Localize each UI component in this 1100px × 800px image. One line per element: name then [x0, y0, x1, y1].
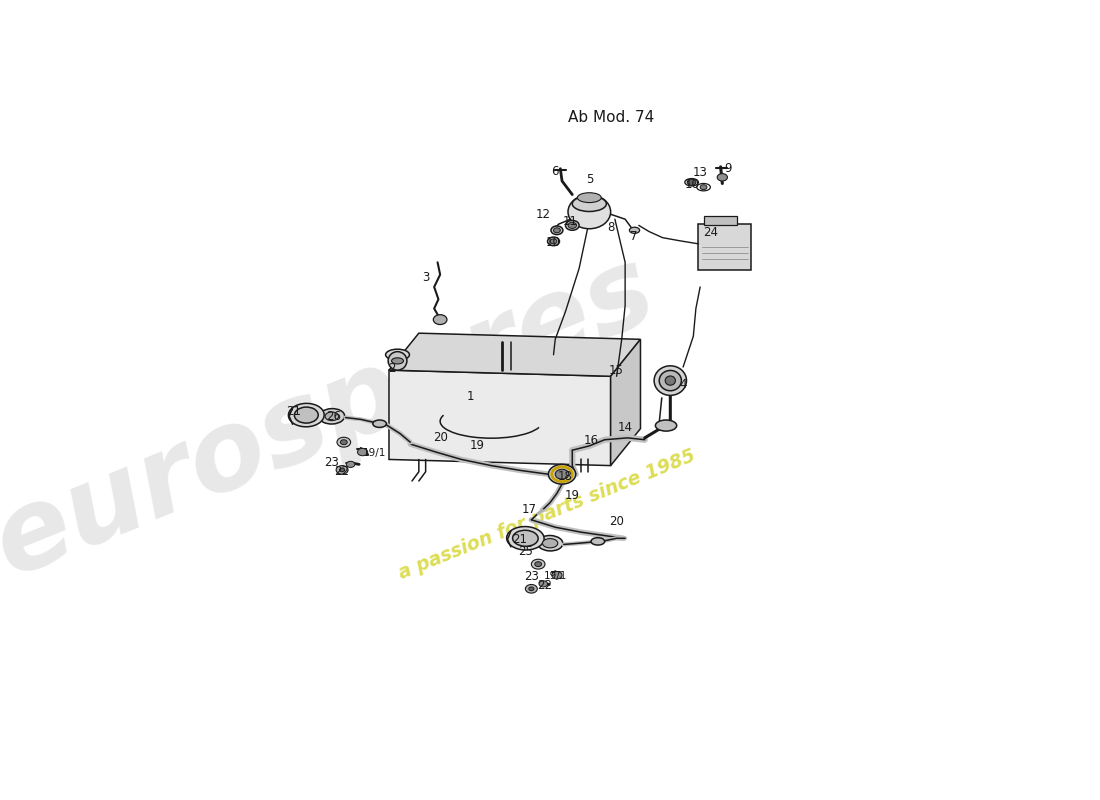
Text: 22: 22 [537, 579, 551, 592]
Text: 15: 15 [609, 364, 624, 377]
Text: 12: 12 [536, 208, 551, 222]
Ellipse shape [578, 193, 602, 202]
Ellipse shape [685, 178, 698, 186]
Circle shape [358, 448, 367, 456]
Ellipse shape [696, 183, 711, 191]
Text: 21: 21 [512, 533, 527, 546]
Text: 22: 22 [334, 466, 350, 478]
Ellipse shape [388, 352, 407, 370]
Bar [698, 224, 751, 270]
Text: 10: 10 [546, 236, 561, 249]
Ellipse shape [656, 420, 676, 431]
Circle shape [529, 587, 534, 590]
Text: 24: 24 [703, 226, 718, 239]
Circle shape [701, 185, 707, 190]
Ellipse shape [537, 535, 563, 551]
Ellipse shape [288, 403, 324, 427]
Text: 7: 7 [630, 230, 637, 243]
Circle shape [433, 314, 447, 325]
Ellipse shape [386, 349, 409, 360]
Circle shape [346, 462, 355, 467]
Circle shape [553, 228, 560, 233]
Ellipse shape [548, 237, 560, 246]
Ellipse shape [629, 227, 639, 234]
Ellipse shape [591, 538, 605, 545]
Circle shape [688, 179, 696, 186]
Text: 20: 20 [432, 431, 448, 444]
Text: 10: 10 [684, 178, 700, 190]
Text: 17: 17 [522, 503, 537, 517]
Ellipse shape [295, 407, 318, 423]
Text: 20: 20 [609, 514, 624, 527]
Text: 8: 8 [607, 221, 614, 234]
Text: 18: 18 [558, 470, 573, 482]
Circle shape [531, 559, 544, 569]
Text: 11: 11 [562, 214, 578, 227]
Text: 13: 13 [693, 166, 707, 179]
Text: 3: 3 [422, 271, 429, 284]
Text: 14: 14 [617, 421, 632, 434]
Ellipse shape [666, 376, 675, 386]
Polygon shape [389, 370, 610, 466]
Text: 4: 4 [680, 378, 686, 390]
Ellipse shape [565, 221, 579, 230]
Polygon shape [389, 333, 640, 376]
Text: 19/1: 19/1 [363, 448, 386, 458]
Text: 19/1: 19/1 [543, 571, 566, 582]
Ellipse shape [513, 530, 538, 546]
Circle shape [556, 470, 569, 479]
Text: eurospares: eurospares [0, 235, 671, 598]
Text: 23: 23 [524, 570, 539, 583]
Ellipse shape [392, 358, 404, 364]
Circle shape [539, 581, 548, 587]
Circle shape [550, 239, 557, 244]
Circle shape [535, 562, 541, 566]
Bar [704, 216, 737, 226]
Text: 16: 16 [583, 434, 598, 447]
Text: 19: 19 [470, 439, 484, 452]
Text: a passion for parts since 1985: a passion for parts since 1985 [396, 446, 697, 583]
Ellipse shape [542, 538, 558, 548]
Ellipse shape [572, 196, 606, 211]
Text: 6: 6 [551, 165, 559, 178]
Text: 5: 5 [585, 173, 593, 186]
Text: 26: 26 [326, 410, 341, 423]
Circle shape [568, 222, 576, 229]
Circle shape [340, 440, 348, 445]
Ellipse shape [654, 366, 686, 395]
Circle shape [526, 585, 537, 593]
Circle shape [337, 466, 348, 474]
Ellipse shape [326, 412, 339, 421]
Text: 19: 19 [564, 489, 580, 502]
Circle shape [717, 174, 727, 181]
Circle shape [552, 571, 562, 579]
Ellipse shape [373, 420, 386, 427]
Polygon shape [610, 339, 640, 466]
Ellipse shape [659, 370, 681, 390]
Text: 2: 2 [388, 362, 395, 374]
Text: 1: 1 [466, 390, 474, 403]
Circle shape [549, 464, 575, 484]
Text: 9: 9 [725, 162, 732, 175]
Ellipse shape [319, 409, 344, 424]
Ellipse shape [551, 226, 563, 234]
Circle shape [340, 468, 344, 472]
Ellipse shape [507, 526, 544, 550]
Circle shape [337, 438, 351, 447]
Ellipse shape [568, 195, 611, 229]
Text: 23: 23 [324, 456, 339, 469]
Text: 21: 21 [286, 405, 301, 418]
Text: 25: 25 [518, 546, 532, 558]
Text: Ab Mod. 74: Ab Mod. 74 [568, 110, 653, 125]
